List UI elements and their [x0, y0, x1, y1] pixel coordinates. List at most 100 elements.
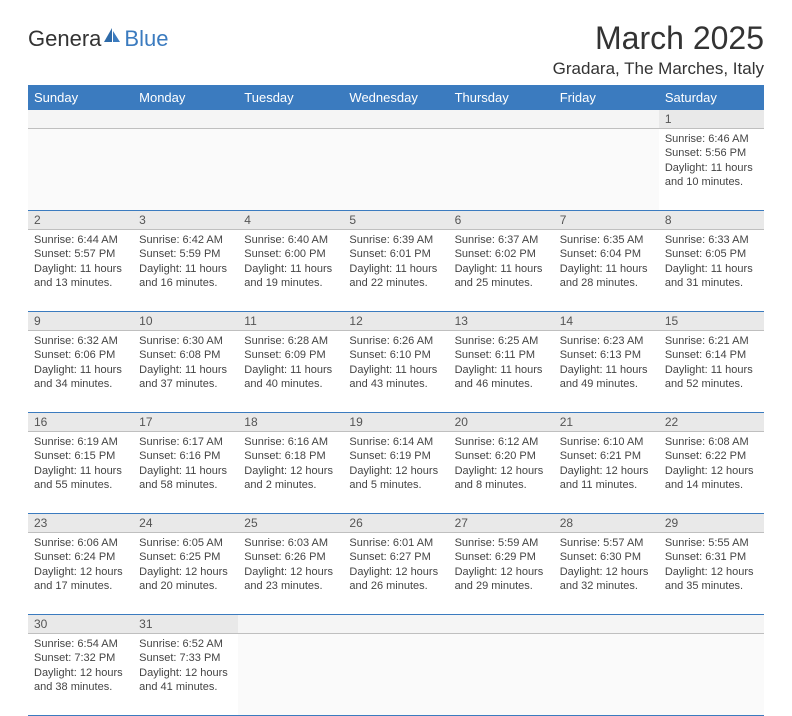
day-content-cell: Sunrise: 6:39 AMSunset: 6:01 PMDaylight:… — [343, 230, 448, 312]
daylight-line: Daylight: 11 hours and 58 minutes. — [139, 464, 232, 493]
day-number-cell — [133, 110, 238, 129]
sunrise-line: Sunrise: 6:28 AM — [244, 334, 337, 348]
day-number-cell — [28, 110, 133, 129]
sunset-line: Sunset: 6:27 PM — [349, 550, 442, 564]
sunset-line: Sunset: 6:06 PM — [34, 348, 127, 362]
sunset-line: Sunset: 6:14 PM — [665, 348, 758, 362]
sunrise-line: Sunrise: 6:19 AM — [34, 435, 127, 449]
sunset-line: Sunset: 5:59 PM — [139, 247, 232, 261]
daylight-line: Daylight: 11 hours and 46 minutes. — [455, 363, 548, 392]
daylight-line: Daylight: 11 hours and 16 minutes. — [139, 262, 232, 291]
sunset-line: Sunset: 6:22 PM — [665, 449, 758, 463]
daylight-line: Daylight: 11 hours and 40 minutes. — [244, 363, 337, 392]
day-content-cell: Sunrise: 6:19 AMSunset: 6:15 PMDaylight:… — [28, 432, 133, 514]
sunrise-line: Sunrise: 6:23 AM — [560, 334, 653, 348]
daylight-line: Daylight: 12 hours and 14 minutes. — [665, 464, 758, 493]
day-number-cell — [554, 615, 659, 634]
daynum-row: 1 — [28, 110, 764, 129]
day-number-cell: 8 — [659, 211, 764, 230]
sunrise-line: Sunrise: 6:08 AM — [665, 435, 758, 449]
daylight-line: Daylight: 12 hours and 35 minutes. — [665, 565, 758, 594]
sunset-line: Sunset: 5:57 PM — [34, 247, 127, 261]
logo: Genera Blue — [28, 26, 168, 52]
sunset-line: Sunset: 6:25 PM — [139, 550, 232, 564]
day-number-cell: 4 — [238, 211, 343, 230]
day-number-cell: 18 — [238, 413, 343, 432]
day-number-cell: 25 — [238, 514, 343, 533]
day-content-cell: Sunrise: 6:40 AMSunset: 6:00 PMDaylight:… — [238, 230, 343, 312]
month-title: March 2025 — [553, 20, 764, 57]
sunset-line: Sunset: 6:01 PM — [349, 247, 442, 261]
logo-text-1: Genera — [28, 26, 101, 52]
sunset-line: Sunset: 6:29 PM — [455, 550, 548, 564]
day-content-cell: Sunrise: 6:10 AMSunset: 6:21 PMDaylight:… — [554, 432, 659, 514]
daylight-line: Daylight: 12 hours and 41 minutes. — [139, 666, 232, 695]
day-number-cell — [449, 615, 554, 634]
day-number-cell: 6 — [449, 211, 554, 230]
day-content-cell: Sunrise: 6:46 AMSunset: 5:56 PMDaylight:… — [659, 129, 764, 211]
day-header: Monday — [133, 85, 238, 110]
day-content-cell: Sunrise: 6:05 AMSunset: 6:25 PMDaylight:… — [133, 533, 238, 615]
sunset-line: Sunset: 6:15 PM — [34, 449, 127, 463]
content-row: Sunrise: 6:46 AMSunset: 5:56 PMDaylight:… — [28, 129, 764, 211]
day-content-cell: Sunrise: 6:44 AMSunset: 5:57 PMDaylight:… — [28, 230, 133, 312]
day-content-cell: Sunrise: 6:28 AMSunset: 6:09 PMDaylight:… — [238, 331, 343, 413]
day-content-cell: Sunrise: 6:06 AMSunset: 6:24 PMDaylight:… — [28, 533, 133, 615]
day-content-cell — [343, 634, 448, 716]
sunrise-line: Sunrise: 6:03 AM — [244, 536, 337, 550]
day-content-cell: Sunrise: 5:55 AMSunset: 6:31 PMDaylight:… — [659, 533, 764, 615]
sunrise-line: Sunrise: 6:17 AM — [139, 435, 232, 449]
sunrise-line: Sunrise: 6:30 AM — [139, 334, 232, 348]
day-content-cell — [449, 129, 554, 211]
day-number-cell: 21 — [554, 413, 659, 432]
day-number-cell: 26 — [343, 514, 448, 533]
day-content-cell: Sunrise: 6:16 AMSunset: 6:18 PMDaylight:… — [238, 432, 343, 514]
sunrise-line: Sunrise: 6:39 AM — [349, 233, 442, 247]
location: Gradara, The Marches, Italy — [553, 59, 764, 79]
sunrise-line: Sunrise: 6:42 AM — [139, 233, 232, 247]
day-number-cell: 27 — [449, 514, 554, 533]
sunset-line: Sunset: 6:09 PM — [244, 348, 337, 362]
daylight-line: Daylight: 11 hours and 34 minutes. — [34, 363, 127, 392]
day-header-row: SundayMondayTuesdayWednesdayThursdayFrid… — [28, 85, 764, 110]
sunrise-line: Sunrise: 6:05 AM — [139, 536, 232, 550]
day-content-cell: Sunrise: 5:57 AMSunset: 6:30 PMDaylight:… — [554, 533, 659, 615]
day-content-cell — [659, 634, 764, 716]
sunrise-line: Sunrise: 6:40 AM — [244, 233, 337, 247]
header: Genera Blue March 2025 Gradara, The Marc… — [28, 20, 764, 79]
daynum-row: 16171819202122 — [28, 413, 764, 432]
day-number-cell: 16 — [28, 413, 133, 432]
content-row: Sunrise: 6:06 AMSunset: 6:24 PMDaylight:… — [28, 533, 764, 615]
day-content-cell — [238, 634, 343, 716]
sunrise-line: Sunrise: 6:10 AM — [560, 435, 653, 449]
day-number-cell — [343, 110, 448, 129]
day-content-cell: Sunrise: 6:54 AMSunset: 7:32 PMDaylight:… — [28, 634, 133, 716]
day-number-cell: 3 — [133, 211, 238, 230]
daylight-line: Daylight: 12 hours and 29 minutes. — [455, 565, 548, 594]
day-content-cell: Sunrise: 6:12 AMSunset: 6:20 PMDaylight:… — [449, 432, 554, 514]
sunrise-line: Sunrise: 6:33 AM — [665, 233, 758, 247]
day-content-cell: Sunrise: 6:25 AMSunset: 6:11 PMDaylight:… — [449, 331, 554, 413]
day-number-cell — [659, 615, 764, 634]
daynum-row: 2345678 — [28, 211, 764, 230]
daylight-line: Daylight: 11 hours and 37 minutes. — [139, 363, 232, 392]
title-block: March 2025 Gradara, The Marches, Italy — [553, 20, 764, 79]
day-number-cell: 13 — [449, 312, 554, 331]
day-number-cell: 20 — [449, 413, 554, 432]
sunrise-line: Sunrise: 6:26 AM — [349, 334, 442, 348]
sunrise-line: Sunrise: 5:57 AM — [560, 536, 653, 550]
sunset-line: Sunset: 6:05 PM — [665, 247, 758, 261]
day-header: Sunday — [28, 85, 133, 110]
daylight-line: Daylight: 11 hours and 55 minutes. — [34, 464, 127, 493]
sunrise-line: Sunrise: 6:14 AM — [349, 435, 442, 449]
daylight-line: Daylight: 12 hours and 23 minutes. — [244, 565, 337, 594]
sunrise-line: Sunrise: 6:35 AM — [560, 233, 653, 247]
day-content-cell: Sunrise: 6:35 AMSunset: 6:04 PMDaylight:… — [554, 230, 659, 312]
day-content-cell — [449, 634, 554, 716]
sunset-line: Sunset: 6:26 PM — [244, 550, 337, 564]
sunset-line: Sunset: 6:11 PM — [455, 348, 548, 362]
daynum-row: 23242526272829 — [28, 514, 764, 533]
content-row: Sunrise: 6:54 AMSunset: 7:32 PMDaylight:… — [28, 634, 764, 716]
day-number-cell: 22 — [659, 413, 764, 432]
day-number-cell: 23 — [28, 514, 133, 533]
